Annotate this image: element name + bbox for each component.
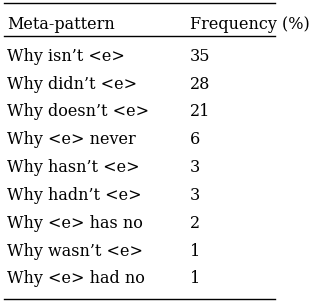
Text: Frequency (%): Frequency (%) [190,16,309,33]
Text: Why <e> has no: Why <e> has no [7,215,143,232]
Text: 21: 21 [190,103,210,120]
Text: Meta-pattern: Meta-pattern [7,16,115,33]
Text: Why isn’t <e>: Why isn’t <e> [7,48,125,65]
Text: 3: 3 [190,187,200,204]
Text: 1: 1 [190,243,200,259]
Text: Why wasn’t <e>: Why wasn’t <e> [7,243,143,259]
Text: Why <e> had no: Why <e> had no [7,270,145,288]
Text: 6: 6 [190,131,200,148]
Text: 1: 1 [190,270,200,288]
Text: Why <e> never: Why <e> never [7,131,136,148]
Text: 35: 35 [190,48,210,65]
Text: 2: 2 [190,215,200,232]
Text: 3: 3 [190,159,200,176]
Text: 28: 28 [190,76,210,93]
Text: Why didn’t <e>: Why didn’t <e> [7,76,137,93]
Text: Why doesn’t <e>: Why doesn’t <e> [7,103,149,120]
Text: Why hasn’t <e>: Why hasn’t <e> [7,159,140,176]
Text: Why hadn’t <e>: Why hadn’t <e> [7,187,141,204]
